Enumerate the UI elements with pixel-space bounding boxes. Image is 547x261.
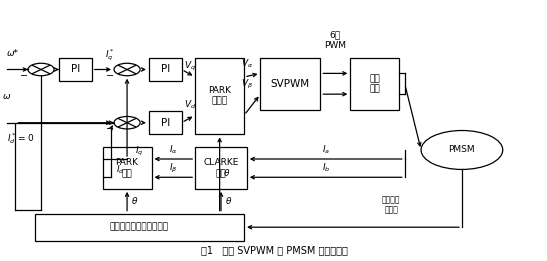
Text: PI: PI [161, 64, 170, 74]
Text: CLARKE
变换: CLARKE 变换 [203, 158, 238, 178]
Text: PI: PI [71, 64, 80, 74]
Text: $I_α$: $I_α$ [169, 144, 178, 156]
Bar [34, 213, 244, 241]
Text: $V_q$: $V_q$ [184, 60, 196, 73]
Text: θ: θ [224, 169, 230, 179]
Text: 光电编码
器信号: 光电编码 器信号 [382, 195, 400, 215]
Text: $V_d$: $V_d$ [184, 99, 196, 111]
Text: 6路
PWM: 6路 PWM [324, 31, 346, 50]
Text: 转子位置检测和转速检测: 转子位置检测和转速检测 [110, 223, 169, 232]
Text: $I_d$: $I_d$ [116, 163, 125, 176]
Text: $I_d^*=0$: $I_d^*=0$ [7, 131, 34, 146]
Text: 图1   采用 SVPWM 的 PMSM 控制原理图: 图1 采用 SVPWM 的 PMSM 控制原理图 [201, 245, 347, 255]
Text: $I_q$: $I_q$ [135, 145, 144, 158]
Text: PARK
逆变换: PARK 逆变换 [208, 86, 231, 106]
Bar [149, 111, 182, 134]
Text: $V_β$: $V_β$ [241, 78, 253, 91]
Circle shape [114, 116, 140, 129]
Text: $V_α$: $V_α$ [241, 57, 253, 70]
Circle shape [28, 63, 54, 76]
Text: −: − [106, 124, 114, 134]
Text: $I_β$: $I_β$ [169, 162, 178, 175]
Text: $I_a$: $I_a$ [322, 144, 330, 156]
Text: −: − [20, 71, 28, 81]
Text: $I_b$: $I_b$ [322, 162, 330, 174]
Text: PI: PI [161, 118, 170, 128]
Bar [350, 58, 399, 110]
Bar [149, 58, 182, 81]
Bar [195, 147, 247, 189]
Text: ω*: ω* [7, 49, 19, 58]
Text: −: − [106, 71, 114, 81]
Text: θ: θ [131, 197, 137, 206]
Text: PMSM: PMSM [449, 145, 475, 155]
Text: PARK
变换: PARK 变换 [115, 158, 138, 178]
Text: $I_q^*$: $I_q^*$ [104, 48, 114, 63]
Text: ω: ω [3, 92, 10, 100]
Text: 逆变
电路: 逆变 电路 [369, 74, 380, 93]
Bar [103, 147, 152, 189]
Text: θ: θ [225, 197, 231, 206]
Text: SVPWM: SVPWM [271, 79, 310, 89]
Circle shape [421, 130, 503, 169]
Bar [195, 58, 244, 134]
Bar [260, 58, 321, 110]
Circle shape [114, 63, 140, 76]
Bar [59, 58, 92, 81]
